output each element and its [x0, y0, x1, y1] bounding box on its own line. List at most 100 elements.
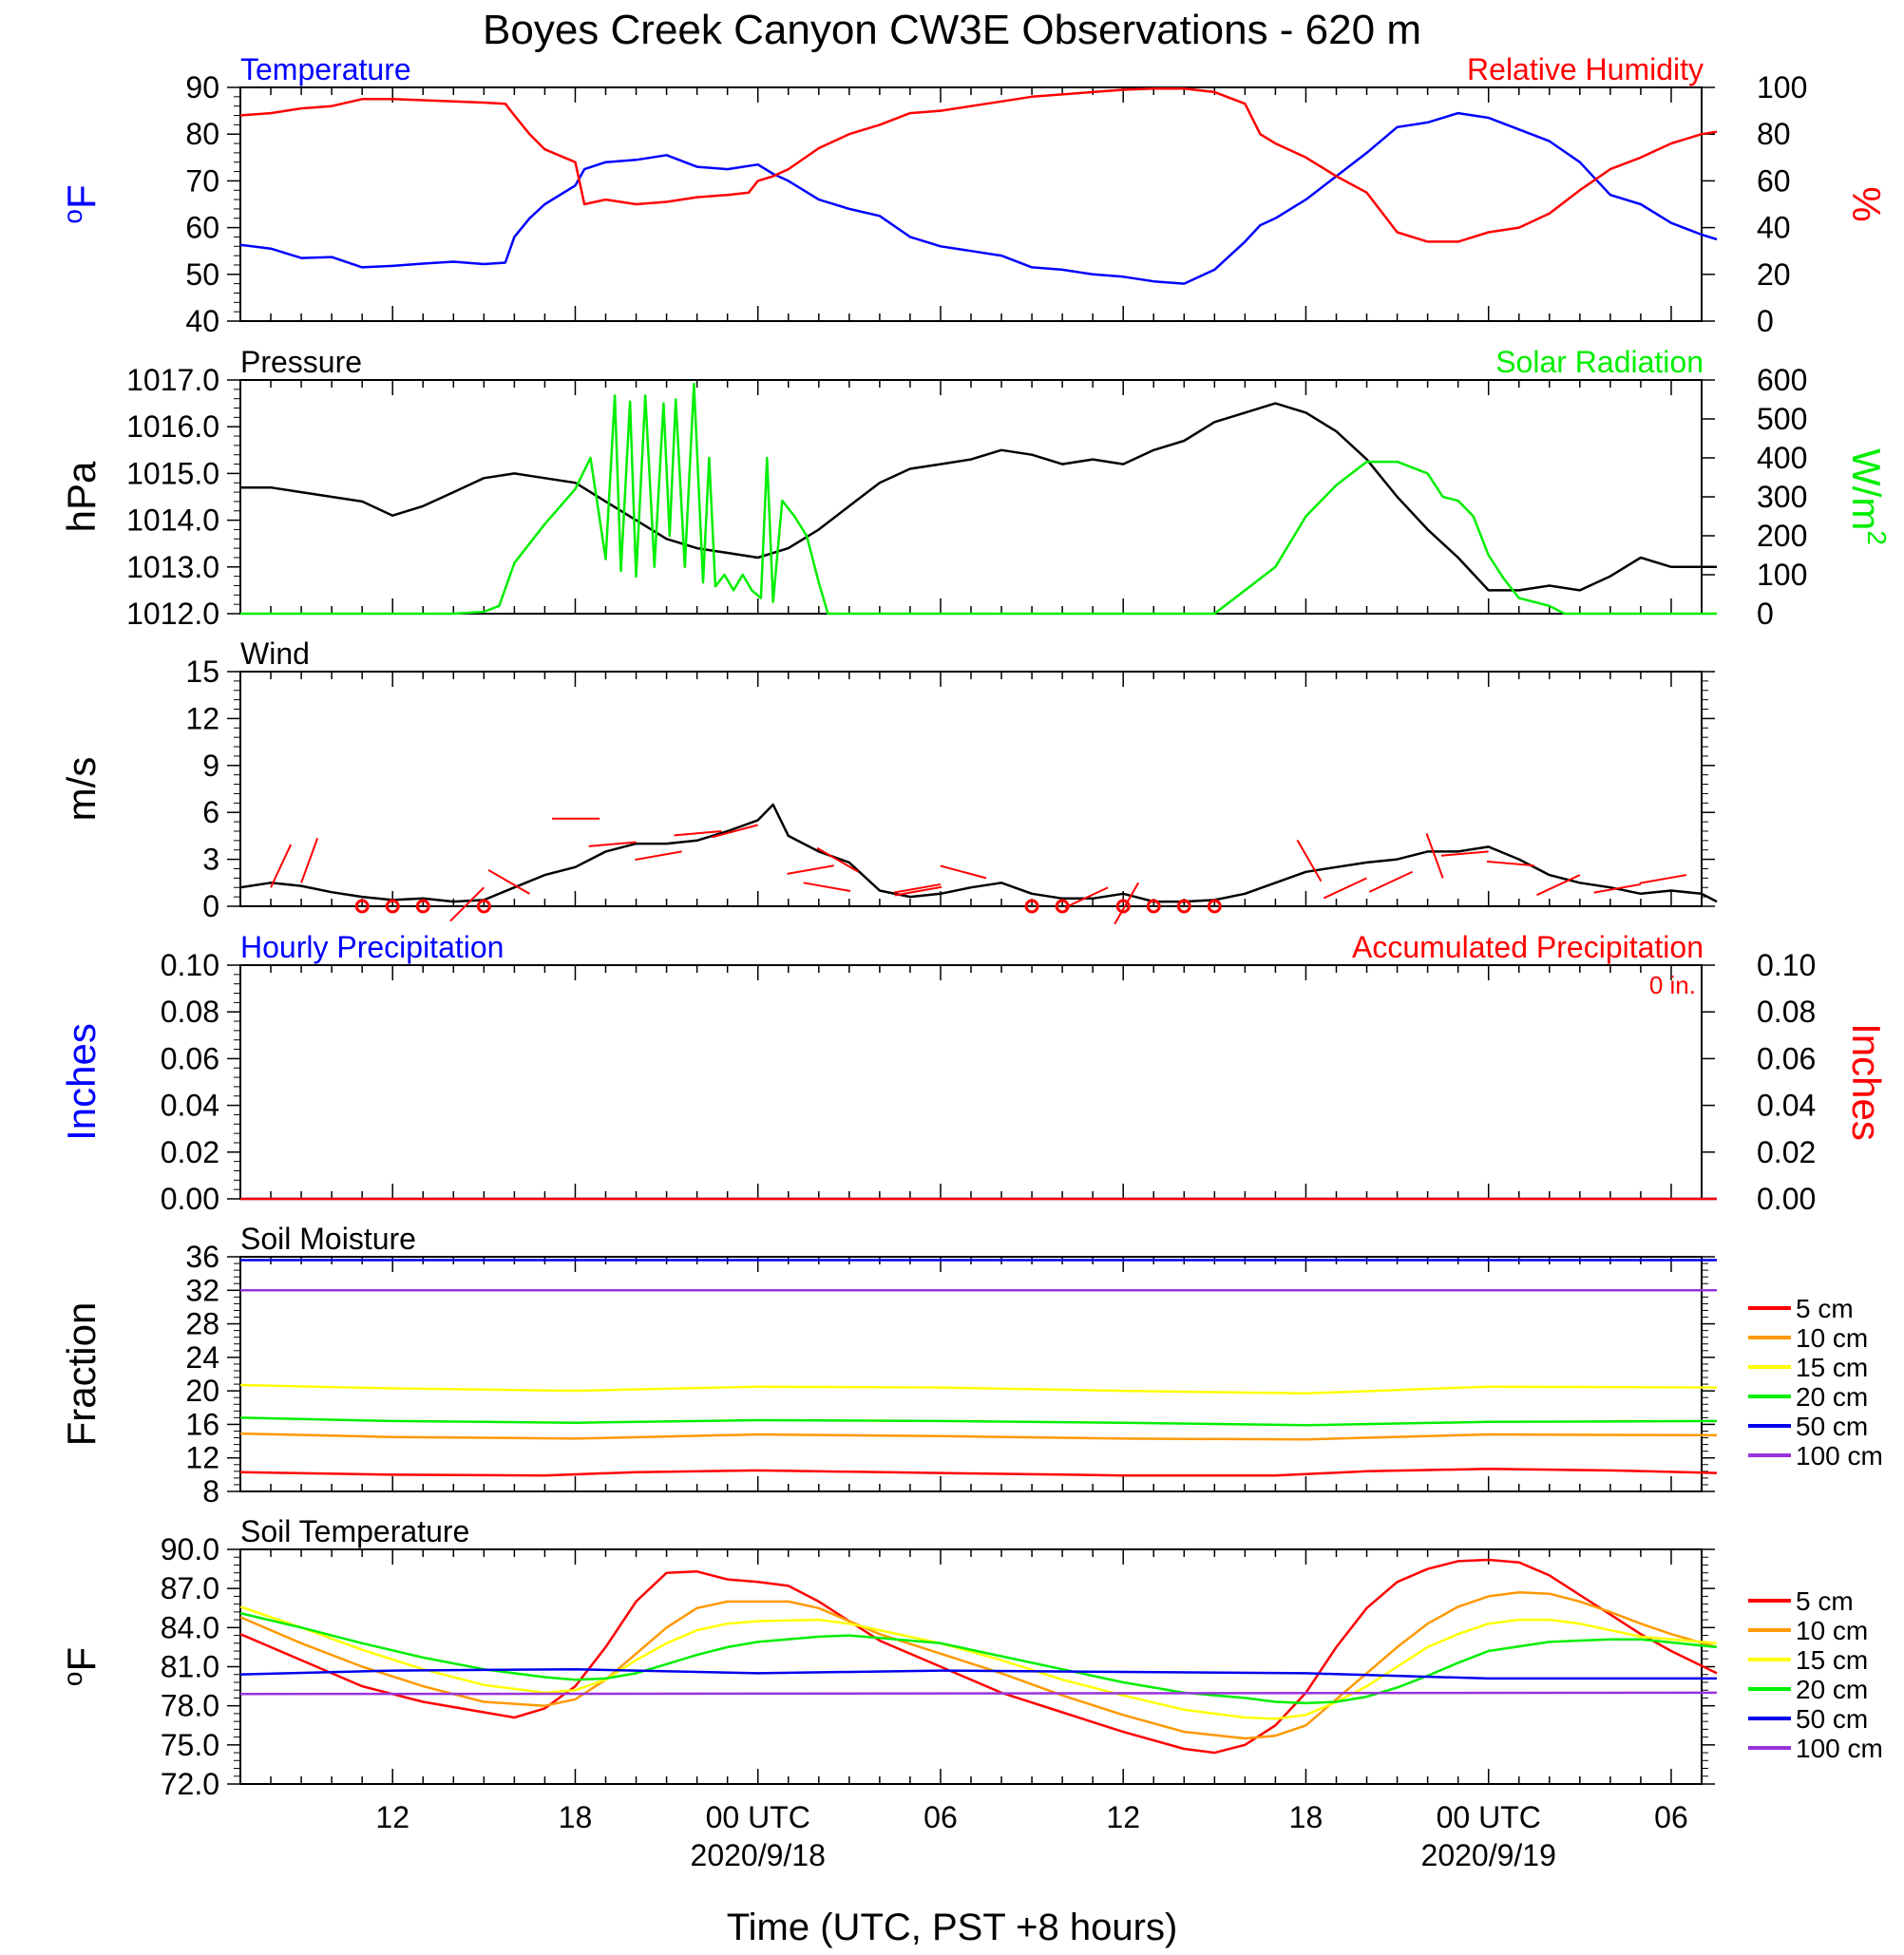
- wind-barb: [893, 883, 942, 894]
- wind-barb: [1064, 886, 1109, 909]
- series-line: [239, 111, 1718, 285]
- y-tick-label-right: 0.06: [1757, 1041, 1816, 1075]
- y-tick-label-left: 12: [185, 1441, 219, 1475]
- y-tick-label-right: 0.10: [1757, 948, 1816, 982]
- y-tick-label-left: 50: [185, 257, 219, 292]
- panel-wind: 0 3 6 9 12 15 Wind m/s: [59, 636, 1718, 925]
- y-tick-label-right: 0.00: [1757, 1182, 1816, 1216]
- x-tick-label: 12: [1106, 1800, 1140, 1834]
- wind-barb: [940, 864, 987, 880]
- y-tick-label-left: 84.0: [161, 1610, 219, 1644]
- y-tick-label-left: 40: [185, 304, 219, 338]
- y-tick-label-right: 20: [1757, 257, 1791, 292]
- panel-title-left: Soil Temperature: [240, 1514, 469, 1548]
- series-line: [239, 1416, 1718, 1427]
- y-tick-label-left: 90.0: [161, 1532, 219, 1566]
- series-line: [239, 1432, 1718, 1441]
- y-tick-label-right: 0.08: [1757, 995, 1816, 1029]
- series-line: [239, 1611, 1718, 1705]
- panel-title-right: Relative Humidity: [1467, 52, 1704, 86]
- y-tick-label-left: 16: [185, 1407, 219, 1441]
- wind-barb: [1536, 874, 1581, 897]
- legend-label: 15 cm: [1796, 1353, 1868, 1382]
- wind-barb: [487, 868, 530, 895]
- panel-soil_temperature: 72.0 75.0 78.0 81.0 84.0 87.0 90.0 Soil Tempera…: [58, 1514, 1883, 1801]
- y-axis-title-left-text: hPa: [59, 461, 104, 532]
- legend-label: 5 cm: [1796, 1294, 1854, 1323]
- legend-label: 20 cm: [1796, 1675, 1868, 1704]
- calm-wind-marker: [1055, 899, 1070, 914]
- series-line: [240, 402, 1717, 592]
- y-axis-title-right-unit: W/m: [1844, 448, 1889, 530]
- y-tick-label-left: 87.0: [161, 1571, 219, 1605]
- series-line: [239, 1591, 1718, 1740]
- legend-label: 10 cm: [1796, 1616, 1868, 1645]
- series-line: [240, 382, 1717, 616]
- y-tick-label-right: 0: [1757, 304, 1774, 338]
- y-tick-label-left: 75.0: [161, 1728, 219, 1762]
- panel-title-left: Wind: [240, 636, 310, 671]
- y-tick-label-left: 0.10: [161, 948, 219, 982]
- series-line: [239, 1383, 1718, 1395]
- wind-barb: [787, 864, 834, 875]
- y-tick-label-left: 12: [185, 701, 219, 735]
- panel-title-left: Temperature: [240, 52, 411, 86]
- y-tick-label-left: 1013.0: [126, 550, 219, 584]
- x-date-label: 2020/9/18: [691, 1838, 826, 1872]
- y-tick-label-right: 40: [1757, 211, 1791, 245]
- panel-temp_rh: 40 50 60 70 80 90 0 20 40 60 80 100 Temperature Relat…: [58, 52, 1889, 338]
- y-tick-label-left: 8: [202, 1474, 219, 1509]
- wind-barb: [712, 824, 758, 839]
- x-date-label: 2020/9/19: [1421, 1838, 1556, 1872]
- series-line: [239, 1667, 1717, 1680]
- y-axis-title-right: %: [1844, 186, 1889, 221]
- calm-wind-marker: [354, 899, 370, 914]
- y-tick-label-left: 24: [185, 1340, 219, 1375]
- y-tick-label-left: 20: [185, 1374, 219, 1408]
- y-tick-label-left: 0.08: [161, 995, 219, 1029]
- y-tick-label-right: 400: [1757, 441, 1807, 475]
- wind-barb: [1323, 877, 1367, 900]
- y-tick-label-right: 500: [1757, 402, 1807, 436]
- series-line: [239, 1558, 1718, 1755]
- x-tick-label: 18: [1289, 1800, 1323, 1834]
- wind-barb: [1425, 833, 1444, 879]
- panel-title-left: Hourly Precipitation: [240, 930, 504, 964]
- y-axis-title-left: Inches: [59, 1023, 104, 1141]
- y-axis-title-left-unit: F: [59, 1647, 104, 1672]
- panel-title-right: Accumulated Precipitation: [1352, 930, 1704, 964]
- y-axis-title-left-degree: o: [58, 1672, 87, 1687]
- calm-wind-marker: [476, 899, 491, 914]
- chart-title: Boyes Creek Canyon CW3E Observations - 6…: [483, 7, 1421, 53]
- panel-title-left: Soil Moisture: [240, 1222, 416, 1256]
- wind-barb: [674, 829, 722, 837]
- panel-precip: 0.00 0.02 0.04 0.06 0.08 0.10 0.00 0.02 0.04 0.06…: [59, 930, 1889, 1216]
- wind-barb: [1440, 850, 1489, 857]
- y-axis-title-left-degree: o: [58, 209, 87, 224]
- y-tick-label-left: 28: [185, 1307, 219, 1341]
- y-axis-title-right-superscript: 2: [1862, 530, 1892, 545]
- y-tick-label-left: 32: [185, 1273, 219, 1307]
- y-tick-label-left: 9: [202, 749, 219, 783]
- plot-frame: [239, 86, 1703, 322]
- y-tick-label-left: 1017.0: [126, 363, 219, 397]
- plot-frame: [239, 1548, 1703, 1785]
- y-tick-label-left: 0.06: [161, 1041, 219, 1075]
- y-tick-label-left: 0: [202, 889, 219, 923]
- calm-wind-marker: [1024, 899, 1039, 914]
- legend-label: 20 cm: [1796, 1382, 1868, 1412]
- wind-barb: [635, 850, 682, 862]
- legend-label: 50 cm: [1796, 1412, 1868, 1441]
- y-tick-label-left: 60: [185, 211, 219, 245]
- y-tick-label-right: 100: [1757, 70, 1807, 104]
- wind-barb: [1639, 874, 1687, 884]
- y-tick-label-left: 15: [185, 655, 219, 689]
- wind-barb: [270, 844, 293, 888]
- x-tick-label: 06: [923, 1800, 958, 1834]
- legend-label: 100 cm: [1796, 1734, 1883, 1763]
- wind-barb: [588, 841, 637, 847]
- x-axis-label: Time (UTC, PST +8 hours): [727, 1907, 1178, 1948]
- calm-wind-marker: [385, 899, 400, 914]
